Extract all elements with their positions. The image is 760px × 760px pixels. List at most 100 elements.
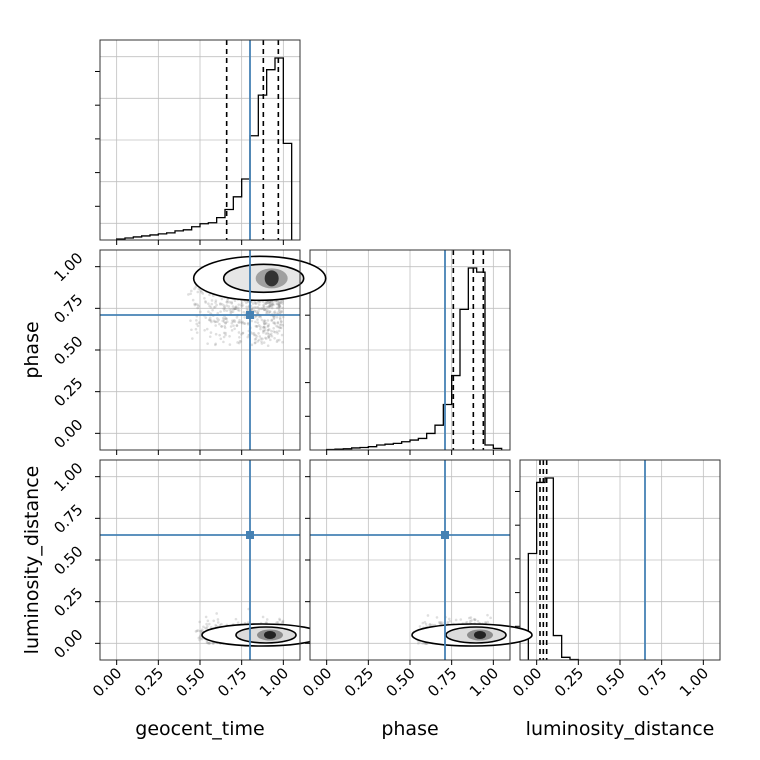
sample-point: [279, 326, 282, 330]
sample-point: [278, 618, 282, 622]
sample-point: [222, 307, 225, 310]
sample-point: [279, 311, 282, 314]
sample-point: [235, 324, 239, 327]
sample-point: [267, 332, 271, 336]
sample-point: [277, 303, 281, 307]
sample-point: [232, 324, 235, 327]
histogram-bin: [528, 553, 536, 660]
sample-point: [267, 328, 271, 331]
sample-point: [270, 319, 273, 322]
sample-point: [208, 304, 211, 308]
sample-point: [276, 621, 280, 624]
sample-point: [275, 340, 279, 344]
sample-point: [281, 315, 285, 319]
sample-point: [257, 315, 261, 318]
sample-point: [242, 322, 246, 325]
histogram-bin: [150, 235, 158, 240]
sample-point: [237, 331, 241, 334]
sample-point: [265, 301, 269, 305]
histogram-bin: [410, 440, 418, 450]
sample-point: [278, 308, 281, 311]
truth-marker: [246, 531, 254, 539]
sample-point: [216, 311, 220, 315]
sample-point: [198, 620, 201, 624]
sample-point: [236, 621, 240, 624]
x-tick-label-4: 1.00: [466, 664, 502, 700]
sample-point: [281, 302, 284, 305]
sample-point: [259, 327, 262, 331]
sample-point: [191, 337, 194, 340]
sample-point: [235, 324, 239, 327]
sample-point: [254, 333, 257, 337]
sample-point: [272, 303, 275, 307]
sample-point: [472, 617, 476, 621]
sample-point: [272, 316, 276, 319]
sample-point: [206, 619, 210, 623]
sample-point: [223, 324, 226, 328]
sample-point: [260, 307, 263, 310]
sample-point: [226, 299, 229, 302]
sample-point: [278, 305, 282, 308]
sample-point: [423, 620, 427, 624]
histogram-bin: [208, 223, 216, 240]
sample-point: [220, 622, 223, 626]
sample-point: [262, 329, 266, 333]
sample-point: [256, 311, 260, 315]
sample-point: [473, 618, 476, 622]
histogram-bin: [158, 234, 166, 240]
sample-point: [262, 325, 266, 329]
sample-point: [484, 620, 487, 624]
histogram-bin: [167, 233, 175, 240]
sample-point: [199, 634, 202, 638]
sample-point: [223, 307, 227, 310]
sample-point: [278, 317, 282, 321]
sample-point: [281, 340, 284, 344]
sample-point: [197, 304, 200, 308]
sample-point: [214, 623, 217, 627]
histogram-bin: [460, 309, 468, 450]
sample-point: [239, 320, 243, 324]
sample-point: [221, 316, 225, 320]
axis-labels: geocent_time phase luminosity_distance p…: [21, 321, 714, 740]
sample-point: [435, 616, 439, 619]
sample-point: [215, 317, 219, 320]
histogram-bin: [393, 443, 401, 450]
sample-point: [438, 620, 441, 624]
sample-point: [267, 324, 270, 328]
x-tick-label-0: 0.00: [509, 664, 545, 700]
sample-point: [208, 318, 212, 322]
sample-point: [229, 310, 232, 314]
sample-point: [213, 320, 217, 324]
y-tick-label-4: 1.00: [50, 249, 86, 285]
sample-point: [233, 299, 237, 302]
sample-point: [278, 323, 282, 327]
sample-point: [208, 622, 211, 626]
histogram-bin: [183, 230, 191, 240]
sample-point: [250, 307, 253, 311]
sample-point: [245, 301, 248, 304]
sample-point: [255, 302, 258, 305]
x-axis-label-phase: phase: [381, 718, 438, 740]
panel-scatter-phase-vs-luminosity_distance: 0.00 0.25 0.50 0.75 1.00: [299, 459, 533, 700]
sample-point: [209, 319, 213, 322]
sample-point: [189, 319, 192, 322]
sample-point: [233, 318, 236, 322]
sample-point: [255, 335, 259, 338]
sample-point: [211, 308, 214, 312]
sample-point: [280, 309, 283, 313]
histogram-bin: [233, 197, 241, 240]
sample-point: [266, 344, 270, 348]
sample-point: [262, 320, 266, 324]
sample-point: [214, 324, 217, 327]
sample-point: [224, 316, 228, 320]
histogram-step-phase: [326, 267, 503, 451]
y-tick-label-0: 0.00: [50, 626, 86, 662]
sample-point: [276, 311, 280, 314]
sample-point: [230, 302, 234, 305]
histogram-bin: [267, 70, 275, 240]
histogram-bin: [418, 438, 426, 450]
sample-point: [270, 329, 273, 333]
sample-point: [215, 303, 218, 307]
sample-point: [220, 325, 223, 328]
sample-point: [277, 300, 281, 304]
